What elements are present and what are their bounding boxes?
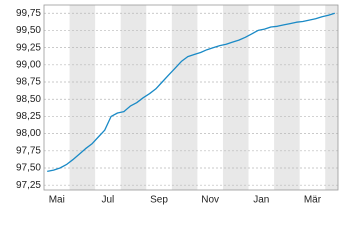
x-tick-label: Nov (201, 195, 219, 206)
plot-frame (43, 4, 339, 191)
month-band (120, 5, 147, 190)
y-tick-label: 99,25 (16, 42, 41, 53)
y-tick-label: 99,50 (16, 25, 41, 36)
x-tick-label: Sep (150, 195, 168, 206)
x-tick-label: Mai (49, 195, 65, 206)
y-tick-label: 98,50 (16, 94, 41, 105)
y-tick-label: 98,75 (16, 77, 41, 88)
line (47, 12, 335, 173)
y-tick-label: 98,25 (16, 111, 41, 122)
y-tick-label: 97,25 (16, 180, 41, 191)
month-band (171, 5, 198, 190)
x-tick-label: Mär (304, 195, 322, 206)
chart: 97,25 97,50 97,75 98,00 98,25 98,50 98,75 99,00… (16, 4, 339, 206)
month-band (325, 5, 338, 190)
x-tick-label: Jan (253, 195, 269, 206)
x-tick-label: Jul (102, 195, 115, 206)
y-tick-label: 97,50 (16, 163, 41, 174)
month-band (222, 5, 249, 190)
month-band (274, 5, 300, 190)
y-tick-label: 98,00 (16, 128, 41, 139)
y-tick-label: 99,75 (16, 8, 41, 19)
y-tick-label: 97,75 (16, 145, 41, 156)
month-band (69, 5, 96, 190)
y-tick-label: 99,00 (16, 59, 41, 70)
